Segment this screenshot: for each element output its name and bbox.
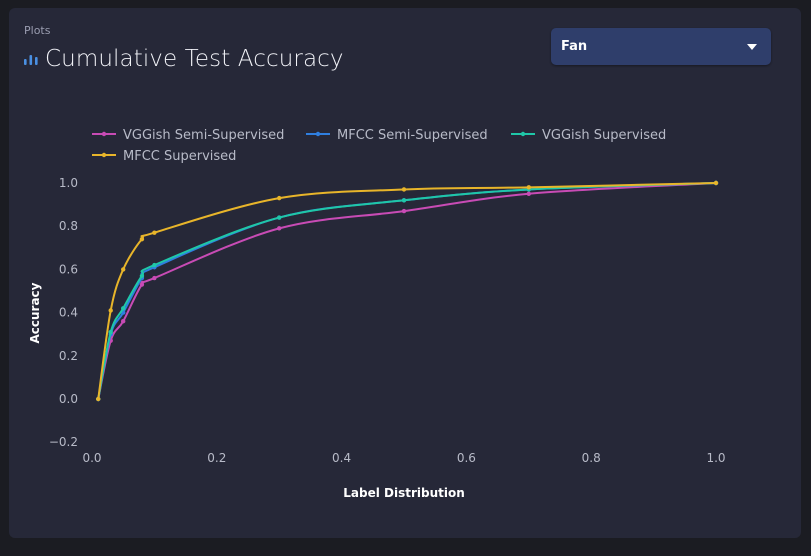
y-tick-label: 0.2 [59,349,78,363]
series-line-3 [97,182,717,400]
y-tick-label: 0.0 [59,392,78,406]
x-axis-label: Label Distribution [343,486,465,500]
data-point [152,275,157,281]
legend-entry: MFCC Supervised [123,149,236,164]
title-row: Cumulative Test Accuracy [23,46,344,72]
data-point [401,198,407,203]
data-point [277,215,282,220]
caret-down-icon [747,43,757,50]
legend-swatch-marker [101,152,107,158]
data-point [121,306,126,311]
x-tick-label: 0.2 [207,451,226,465]
data-point [277,195,282,201]
data-point [401,187,407,192]
data-point [401,208,407,214]
data-point [139,236,145,242]
page-title: Cumulative Test Accuracy [45,46,344,72]
data-point [108,308,113,313]
data-point [526,185,531,190]
legend-entry: MFCC Semi-Supervised [337,128,488,143]
y-tick-label: 1.0 [59,176,78,190]
bar-chart-icon [24,55,38,65]
device-select[interactable]: Fan [551,28,771,65]
data-point [121,319,126,324]
breadcrumb: Plots [24,24,51,37]
y-tick-label: −0.2 [49,435,78,449]
legend-entry: VGGish Semi-Supervised [123,128,284,143]
series-line-2 [97,182,717,400]
data-point [121,267,126,272]
legend-swatch-marker [520,131,526,137]
data-point [139,273,145,279]
series-line-1 [97,182,717,400]
y-tick-label: 0.6 [59,262,78,276]
legend-swatch-marker [315,131,321,137]
y-tick-label: 0.8 [59,219,78,233]
series-line-0 [97,182,717,400]
data-point [713,180,719,186]
data-point [96,396,101,402]
legend-entry: VGGish Supervised [542,128,666,143]
x-tick-label: 1.0 [706,451,725,465]
device-select-value: Fan [561,39,588,54]
x-tick-label: 0.0 [82,451,101,465]
y-tick-label: 0.4 [59,306,78,320]
data-point [526,191,531,196]
data-point [139,282,145,287]
legend-swatch-marker [101,131,107,137]
data-point [277,226,282,231]
data-point [108,329,113,335]
data-point [152,230,157,235]
x-tick-label: 0.4 [332,451,351,465]
y-axis-label: Accuracy [28,282,42,343]
data-point [152,262,157,268]
x-tick-label: 0.8 [582,451,601,465]
x-tick-label: 0.6 [457,451,476,465]
